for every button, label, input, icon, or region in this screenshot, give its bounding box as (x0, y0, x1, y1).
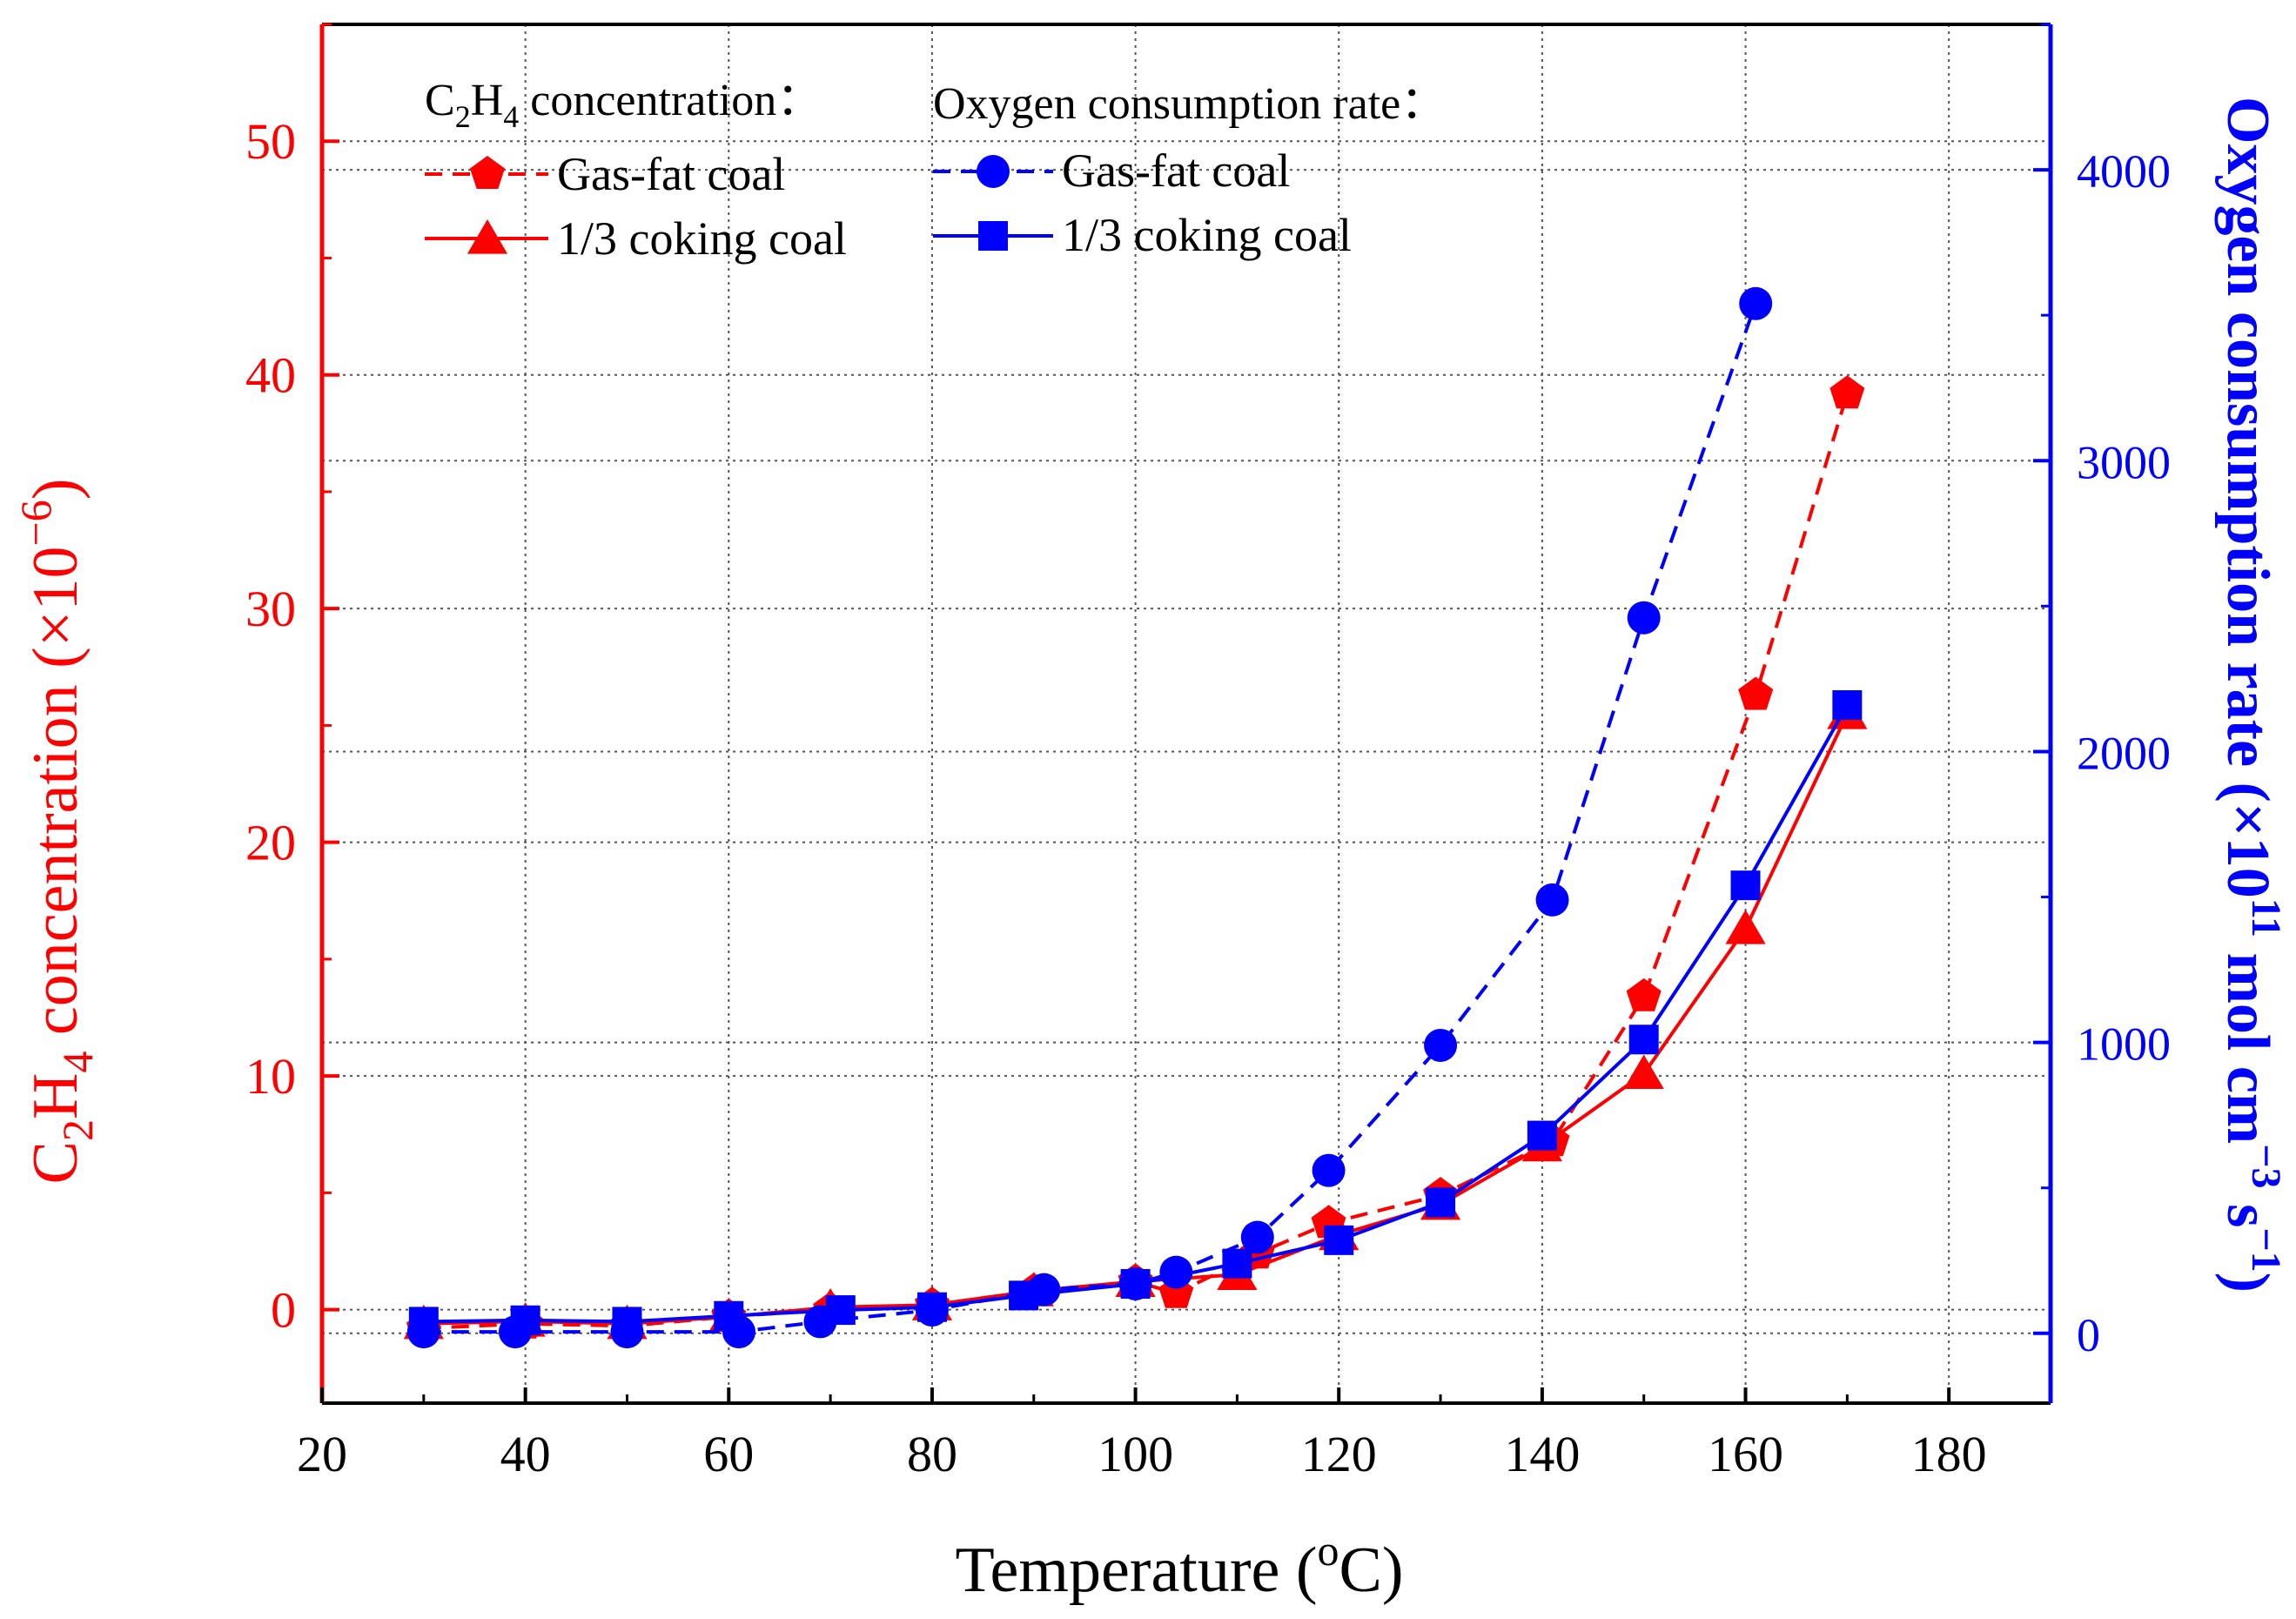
x-tick-label: 20 (297, 1426, 347, 1482)
y-left-tick-label: 0 (271, 1282, 296, 1339)
y-axis-left-label: C2H4 concentration (×10−6) (11, 479, 102, 1185)
legend-pentagon-shape (470, 156, 505, 189)
data-point-circle (1312, 1153, 1346, 1187)
data-point-circle (1627, 601, 1661, 635)
data-point-square (1009, 1280, 1039, 1311)
legend-label-blue-gasfat: Gas-fat coal (1062, 144, 1290, 197)
legend-square-shape (978, 221, 1008, 251)
x-tick-label: 40 (500, 1426, 551, 1482)
frame (319, 23, 2053, 1405)
data-point-square (1222, 1248, 1252, 1279)
data-point-square (612, 1307, 642, 1337)
legend-label-red-coking: 1/3 coking coal (557, 212, 847, 265)
x-tick-label: 120 (1301, 1426, 1377, 1482)
legend-circle-shape (977, 155, 1010, 188)
legend-triangle-shape (467, 219, 508, 254)
legend-marker-pentagon (470, 156, 505, 189)
y-left-tick-label: 40 (245, 347, 296, 404)
legend: C2H4 concentration： Gas-fat coal 1/3 cok… (425, 76, 1446, 265)
y-left-tick-label: 50 (245, 113, 296, 170)
y-right-tick-label: 0 (2077, 1309, 2100, 1361)
x-tick-label: 80 (907, 1426, 957, 1482)
series-line-2 (423, 303, 1758, 1334)
ticks: 20 40 60 80 100 120 140 160 180 0 10 20 30 40 50 0 1000 2… (245, 23, 2171, 1482)
grid (322, 24, 2051, 1403)
legend-group2-title: Oxygen consumption rate： (933, 79, 1446, 129)
x-tick-label: 60 (703, 1426, 754, 1482)
data-point-triangle (1725, 909, 1766, 944)
data-point-square (1527, 1120, 1557, 1151)
x-tick-label: 140 (1504, 1426, 1580, 1482)
data-point-square (1324, 1225, 1354, 1255)
data-point-circle (1424, 1028, 1458, 1062)
data-point-square (916, 1292, 947, 1322)
series-3 (408, 689, 1863, 1337)
x-tick-label: 180 (1911, 1426, 1987, 1482)
data-point-square (408, 1307, 439, 1337)
x-tick-label: 160 (1708, 1426, 1783, 1482)
data-point-circle (1739, 286, 1773, 320)
series-layer (403, 286, 1868, 1349)
y-right-tick-label: 3000 (2077, 436, 2171, 488)
data-point-circle (1159, 1255, 1193, 1289)
legend-group1-title: C2H4 concentration： (425, 76, 822, 134)
y-left-tick-label: 30 (245, 581, 296, 637)
data-point-square (714, 1300, 744, 1331)
data-point-square (1832, 689, 1863, 720)
x-tick-label: 100 (1098, 1426, 1173, 1482)
legend-marker-circle (977, 155, 1010, 188)
data-point-square (1120, 1268, 1151, 1299)
y-left-tick-label: 10 (245, 1048, 296, 1105)
legend-label-red-gasfat: Gas-fat coal (557, 148, 785, 200)
data-point-circle (1240, 1220, 1274, 1254)
x-axis-label: Temperature (oC) (956, 1526, 1404, 1606)
y-right-tick-label: 1000 (2077, 1018, 2171, 1071)
data-point-circle (1535, 883, 1569, 917)
y-right-tick-label: 4000 (2077, 145, 2171, 198)
data-point-square (510, 1305, 540, 1335)
data-point-square (1628, 1024, 1659, 1055)
series-2 (406, 286, 1773, 1349)
data-point-square (825, 1295, 856, 1326)
y-axis-right-label: Oxygen consumption rate (×1011 mol cm−3 … (2214, 97, 2289, 1293)
data-point-square (1426, 1187, 1456, 1218)
data-point-pentagon (1738, 676, 1774, 710)
legend-label-blue-coking: 1/3 coking coal (1062, 209, 1352, 261)
data-point-pentagon (1626, 977, 1662, 1011)
data-point-triangle (1623, 1054, 1664, 1090)
legend-marker-triangle (467, 219, 508, 254)
data-point-pentagon (1829, 375, 1865, 409)
y-right-tick-label: 2000 (2077, 727, 2171, 779)
y-left-tick-label: 20 (245, 815, 296, 871)
data-point-square (1730, 870, 1761, 901)
legend-marker-square (978, 221, 1008, 251)
